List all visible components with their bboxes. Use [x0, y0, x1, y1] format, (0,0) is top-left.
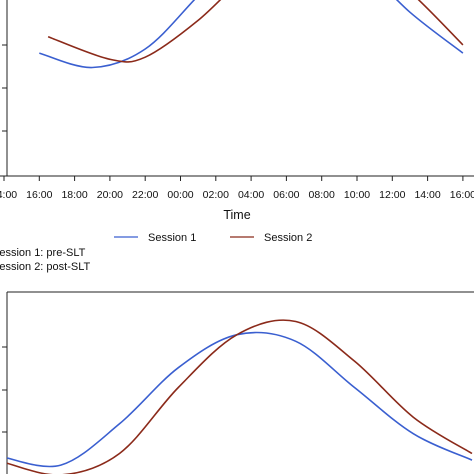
top-series-line-session-2: [47, 0, 464, 63]
bottom-chart-panel: [2, 291, 474, 474]
top-x-tick-label-4: 22:00: [132, 189, 158, 201]
top-x-tick-label-11: 12:00: [379, 189, 405, 201]
top-x-tick-label-9: 08:00: [309, 189, 335, 201]
legend-label-session-2: Session 2: [264, 232, 312, 244]
top-chart-panel: 14:00 16:00 18:00 20:00 22:00 00:00 02:00 04:00…: [0, 0, 474, 201]
legend: Session 1 Session 2: [114, 232, 312, 244]
top-x-tick-label-7: 04:00: [238, 189, 264, 201]
top-x-tick-label-0: 14:00: [0, 189, 17, 201]
top-x-tick-label-10: 10:00: [344, 189, 370, 201]
top-x-tick-label-13: 16:00: [450, 189, 474, 201]
legend-label-session-1: Session 1: [148, 232, 196, 244]
top-x-tick-label-3: 20:00: [97, 189, 123, 201]
top-x-tick-label-8: 06:00: [273, 189, 299, 201]
top-x-tick-label-2: 18:00: [61, 189, 87, 201]
top-x-tick-label-1: 16:00: [26, 189, 52, 201]
top-series-line-session-1: [39, 0, 464, 69]
bottom-series-line-session-2: [7, 319, 473, 474]
top-x-tick-label-6: 02:00: [203, 189, 229, 201]
session-2-note: Session 2: post-SLT: [0, 261, 91, 273]
top-x-tick-label-12: 14:00: [414, 189, 440, 201]
top-x-tick-label-5: 00:00: [167, 189, 193, 201]
session-1-note: Session 1: pre-SLT: [0, 247, 86, 259]
bottom-series-line-session-1: [7, 331, 473, 468]
x-axis-title: Time: [223, 208, 250, 222]
